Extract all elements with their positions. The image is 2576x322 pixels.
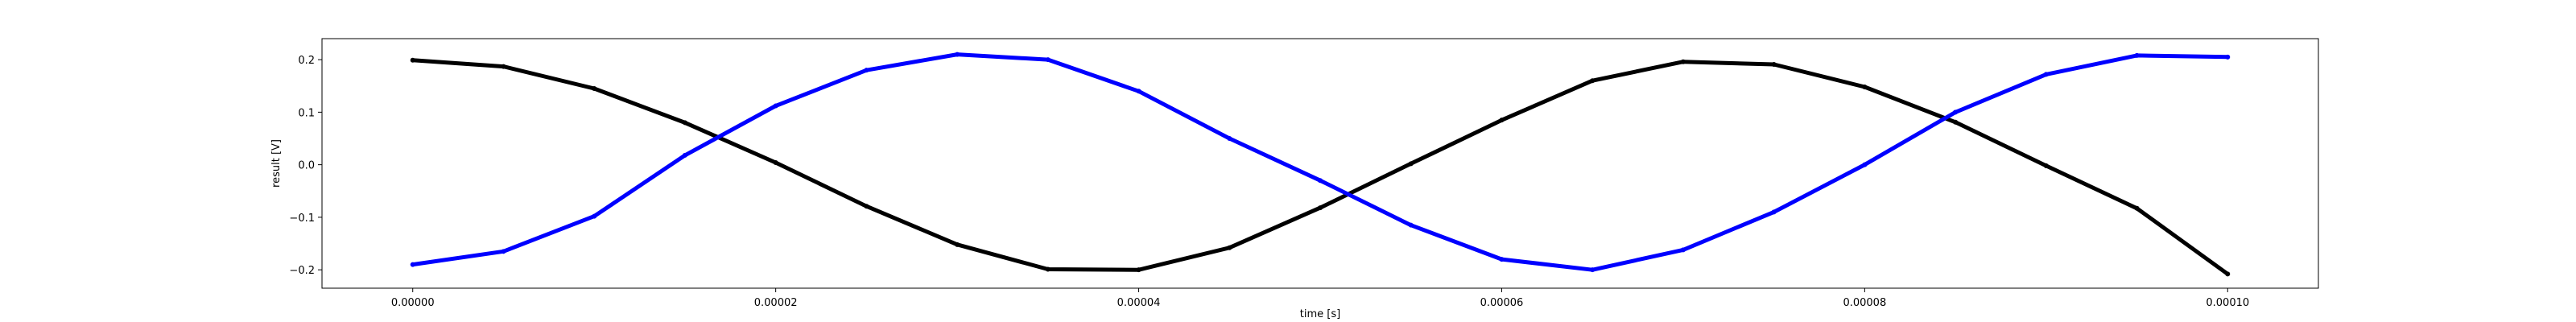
x-tick-label: 0.00010 [2206,297,2249,309]
data-point [501,249,506,254]
data-point [1136,89,1141,94]
data-point [864,68,869,73]
data-point [1227,136,1232,141]
data-point [1499,118,1505,123]
data-point [1771,209,1777,215]
data-point [955,242,960,247]
y-tick-label: −0.1 [289,213,315,225]
series-0 [410,57,2231,277]
data-point [2043,72,2049,77]
y-tick-label: 0.1 [298,107,315,119]
data-point [1499,257,1505,262]
data-point [1408,161,1414,167]
data-point [864,204,869,209]
y-tick-label: −0.2 [289,265,315,277]
x-tick-label: 0.00002 [754,297,798,309]
data-point [1045,57,1051,63]
data-point [2225,271,2231,277]
x-tick-label: 0.00000 [391,297,435,309]
data-point [1862,85,1868,90]
x-tick-label: 0.00006 [1480,297,1524,309]
data-point [2134,52,2140,58]
plot-area [321,38,2319,289]
data-point [1771,61,1777,67]
data-point [2225,54,2231,60]
data-point [1590,267,1596,273]
data-point [1045,266,1051,272]
x-axis-label: time [s] [1300,308,1340,320]
x-axis: 0.00000 0.00002 0.00004 0.00006 0.00008 0.000… [391,288,2249,309]
x-tick-label: 0.00008 [1843,297,1886,309]
data-point [1136,267,1141,273]
data-point [1953,119,1959,125]
data-point [2134,205,2140,211]
data-point [1590,78,1596,84]
data-point [682,120,687,126]
data-point [955,52,960,57]
data-point [1318,178,1323,184]
data-point [682,152,687,158]
data-point [1680,59,1686,64]
data-point [1680,247,1686,253]
y-tick-label: 0.2 [298,55,315,67]
y-axis-label: result [V] [270,139,283,188]
y-axis: −0.2 −0.1 0.0 0.1 0.2 [289,55,322,277]
data-layer [410,52,2231,277]
x-tick-label: 0.00004 [1117,297,1161,309]
data-point [1862,162,1868,167]
data-point [410,262,415,267]
data-point [501,64,506,69]
data-point [1227,245,1232,250]
data-point [592,213,597,219]
data-point [2043,163,2049,168]
y-tick-label: 0.0 [298,160,315,172]
data-point [592,86,597,91]
data-point [1318,205,1323,211]
data-point [773,160,778,166]
data-point [1953,109,1959,115]
data-point [410,57,415,63]
series-1 [410,52,2231,273]
data-point [773,103,778,109]
data-point [1408,222,1414,228]
